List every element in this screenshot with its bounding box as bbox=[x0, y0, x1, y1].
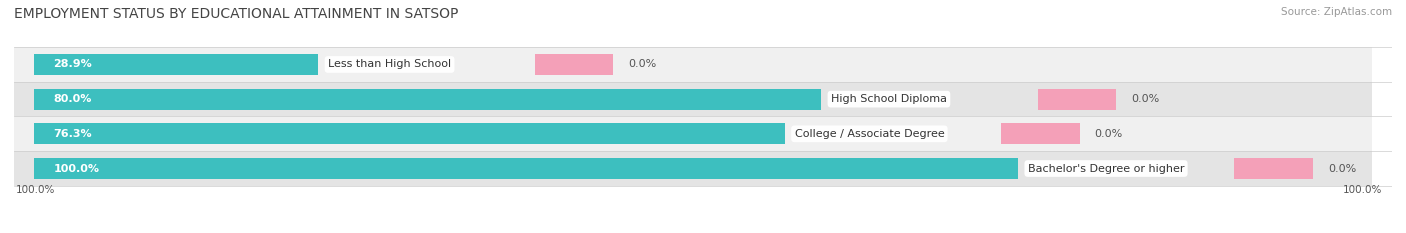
Text: EMPLOYMENT STATUS BY EDUCATIONAL ATTAINMENT IN SATSOP: EMPLOYMENT STATUS BY EDUCATIONAL ATTAINM… bbox=[14, 7, 458, 21]
Bar bbox=[34, 123, 785, 144]
Text: High School Diploma: High School Diploma bbox=[831, 94, 948, 104]
Bar bbox=[14, 151, 1372, 186]
Bar bbox=[1234, 158, 1313, 179]
Text: 100.0%: 100.0% bbox=[53, 164, 100, 174]
Text: 100.0%: 100.0% bbox=[15, 185, 55, 195]
Bar bbox=[34, 89, 821, 110]
Text: Bachelor's Degree or higher: Bachelor's Degree or higher bbox=[1028, 164, 1184, 174]
Text: Less than High School: Less than High School bbox=[328, 59, 451, 69]
Bar bbox=[34, 54, 318, 75]
Bar bbox=[34, 158, 1018, 179]
Bar bbox=[1038, 89, 1116, 110]
Bar bbox=[534, 54, 613, 75]
Text: 80.0%: 80.0% bbox=[53, 94, 91, 104]
Bar bbox=[1001, 123, 1080, 144]
Bar bbox=[14, 47, 1372, 82]
Text: 100.0%: 100.0% bbox=[1343, 185, 1382, 195]
Text: 76.3%: 76.3% bbox=[53, 129, 91, 139]
Text: College / Associate Degree: College / Associate Degree bbox=[794, 129, 945, 139]
Text: 0.0%: 0.0% bbox=[1095, 129, 1123, 139]
Bar bbox=[14, 82, 1372, 116]
Text: 0.0%: 0.0% bbox=[1327, 164, 1357, 174]
Text: 28.9%: 28.9% bbox=[53, 59, 93, 69]
Text: 0.0%: 0.0% bbox=[628, 59, 657, 69]
Bar bbox=[14, 116, 1372, 151]
Text: Source: ZipAtlas.com: Source: ZipAtlas.com bbox=[1281, 7, 1392, 17]
Text: 0.0%: 0.0% bbox=[1130, 94, 1160, 104]
